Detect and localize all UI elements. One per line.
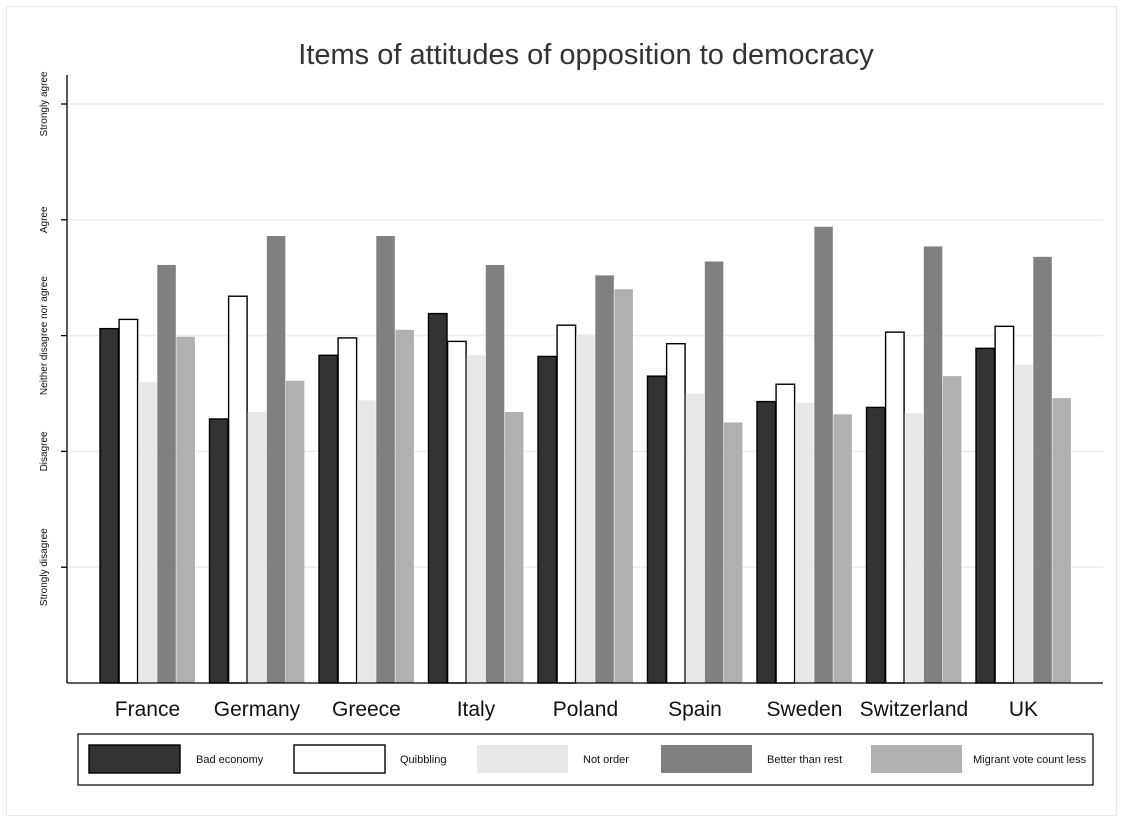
x-tick-label-italy: Italy (457, 698, 496, 721)
bar-germany-migrant-vote-count-less (285, 380, 305, 683)
bar-france-quibbling (118, 318, 139, 684)
x-tick-label-sweden: Sweden (767, 698, 843, 721)
chart-title: Items of attitudes of opposition to demo… (298, 39, 874, 71)
x-tick-label-germany: Germany (214, 698, 301, 721)
bar-spain-migrant-vote-count-less (723, 422, 743, 683)
bar-poland-migrant-vote-count-less (614, 289, 633, 683)
bar-spain-not-order (685, 393, 705, 683)
bar-spain-better-than-rest (704, 261, 724, 683)
y-tick-label-strongly-agree: Strongly agree (39, 71, 50, 136)
legend-swatch-migrant-vote-count-less (871, 745, 962, 773)
bars (99, 226, 1071, 684)
bar-switzerland-migrant-vote-count-less (942, 376, 962, 683)
bar-switzerland-quibbling (884, 331, 905, 684)
x-tick-label-poland: Poland (553, 698, 618, 721)
bar-switzerland-not-order (904, 413, 924, 683)
bar-spain-quibbling (665, 343, 686, 684)
legend-swatch-not-order (477, 745, 568, 773)
bar-germany-better-than-rest (266, 236, 286, 683)
y-tick-labels: Strongly disagree Disagree Neither disagre… (39, 71, 50, 606)
bar-uk-bad-economy (975, 347, 996, 684)
bar-switzerland-bad-economy (865, 406, 886, 684)
y-tick-label-neither-disagree-nor-agree: Neither disagree nor agree (39, 276, 50, 395)
axes (61, 75, 1103, 684)
legend: Bad economy Quibbling Not order Better than… (77, 733, 1094, 786)
bar-france-bad-economy (99, 327, 120, 684)
bar-uk-quibbling (994, 325, 1015, 684)
bar-greece-better-than-rest (376, 236, 395, 683)
bar-uk-better-than-rest (1033, 256, 1052, 683)
bar-greece-quibbling (337, 337, 358, 684)
bar-france-better-than-rest (157, 264, 176, 683)
bar-italy-better-than-rest (485, 264, 505, 683)
legend-label-not-order: Not order (583, 754, 629, 766)
bar-poland-bad-economy (537, 355, 558, 684)
legend-swatch-better-than-rest (661, 745, 752, 773)
bar-sweden-bad-economy (756, 400, 777, 684)
bar-germany-not-order (247, 412, 267, 683)
chart-frame (6, 6, 1117, 816)
bar-sweden-quibbling (775, 383, 796, 684)
legend-label-migrant-vote-count-less: Migrant vote count less (973, 754, 1087, 766)
legend-swatch-bad-economy (88, 744, 181, 774)
bar-germany-quibbling (227, 295, 248, 684)
bar-france-migrant-vote-count-less (176, 336, 195, 683)
bar-greece-bad-economy (318, 354, 339, 684)
legend-swatch-quibbling (293, 744, 386, 774)
bar-greece-not-order (357, 400, 376, 683)
x-tick-label-switzerland: Switzerland (860, 698, 969, 721)
bar-italy-not-order (466, 355, 486, 683)
legend-label-better-than-rest: Better than rest (767, 754, 842, 766)
bar-germany-bad-economy (208, 418, 229, 684)
bar-poland-better-than-rest (595, 275, 614, 683)
x-tick-label-spain: Spain (668, 698, 722, 721)
x-tick-label-france: France (115, 698, 180, 721)
bar-sweden-not-order (795, 402, 814, 683)
bar-sweden-migrant-vote-count-less (833, 414, 852, 683)
bar-switzerland-better-than-rest (923, 246, 943, 683)
bar-france-not-order (138, 381, 157, 683)
legend-label-quibbling: Quibbling (400, 754, 446, 766)
legend-label-bad-economy: Bad economy (196, 754, 264, 766)
bar-uk-migrant-vote-count-less (1052, 398, 1071, 683)
bar-uk-not-order (1014, 364, 1033, 683)
bar-poland-not-order (576, 334, 595, 683)
bar-poland-quibbling (556, 324, 577, 684)
bar-italy-quibbling (446, 340, 467, 684)
x-tick-labels: France Germany Greece Italy Poland Spain Swede… (115, 698, 1038, 721)
bar-sweden-better-than-rest (814, 226, 833, 684)
bar-greece-migrant-vote-count-less (395, 329, 414, 683)
x-tick-label-greece: Greece (332, 698, 401, 721)
x-tick-label-uk: UK (1009, 698, 1038, 721)
bar-italy-bad-economy (427, 312, 448, 684)
bar-spain-bad-economy (646, 375, 667, 684)
y-tick-label-agree: Agree (39, 206, 50, 233)
bar-italy-migrant-vote-count-less (504, 412, 524, 683)
y-tick-label-strongly-disagree: Strongly disagree (39, 528, 50, 606)
y-tick-label-disagree: Disagree (39, 431, 50, 471)
